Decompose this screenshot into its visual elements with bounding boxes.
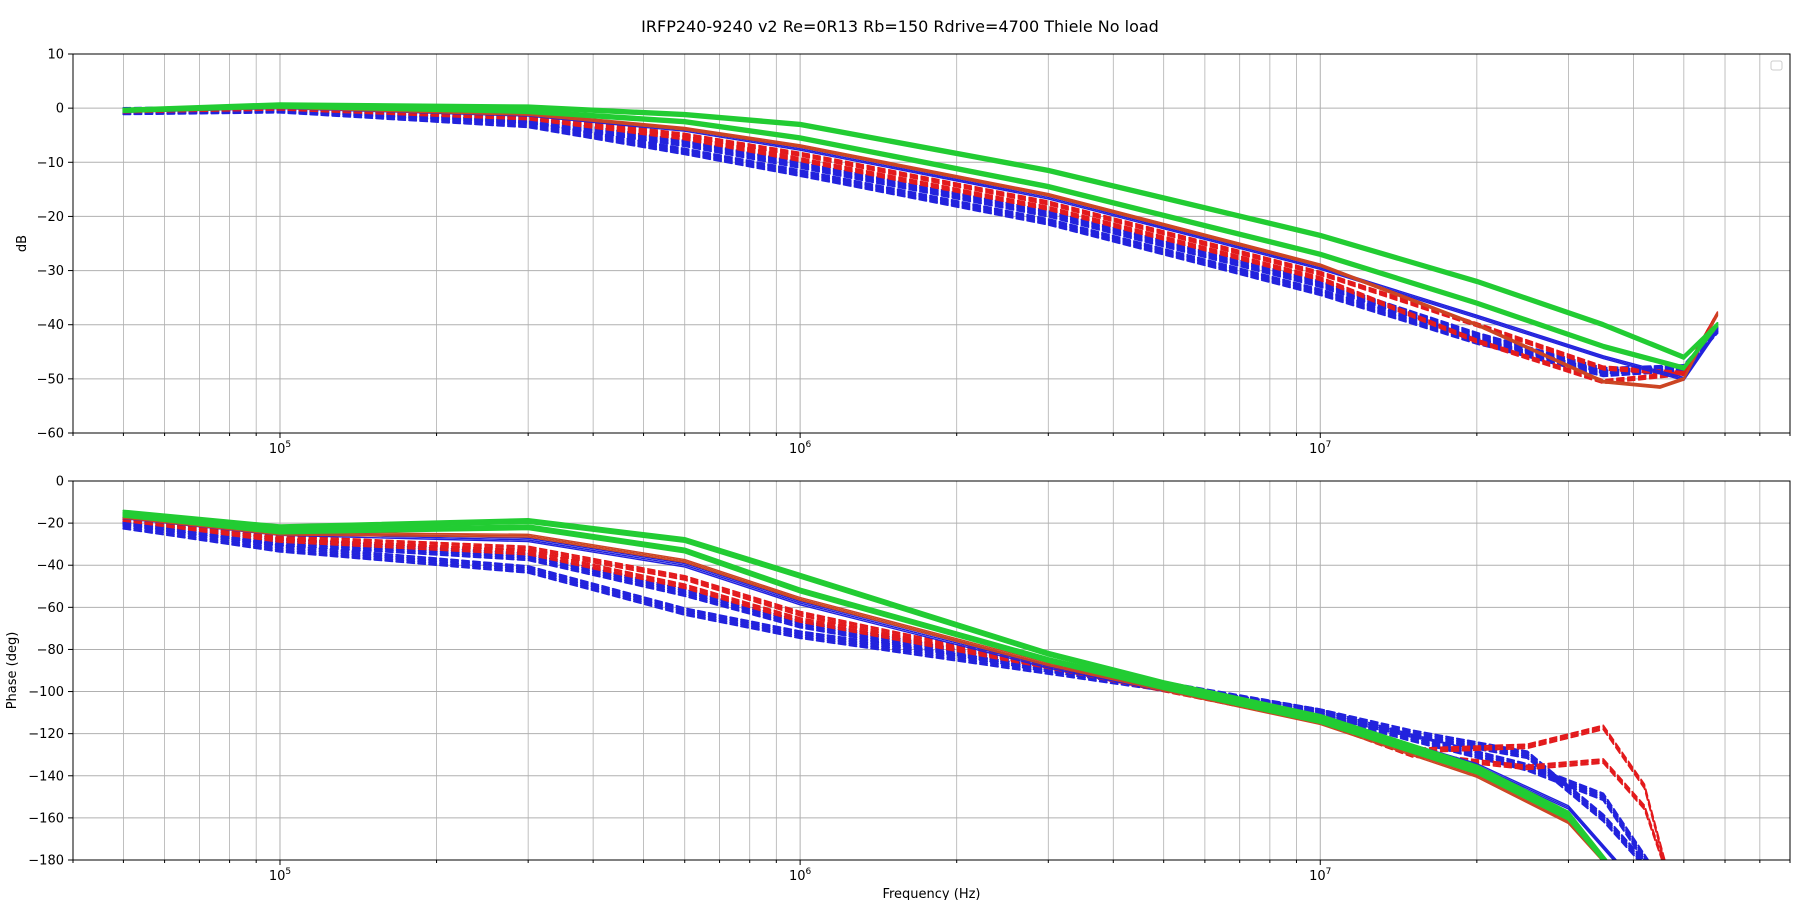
- x-tick-label: 105: [269, 440, 291, 457]
- series-line-blue-dashed: [122, 523, 1645, 860]
- series-line-green-solid: [122, 104, 1719, 359]
- x-tick-label-exponent: 5: [285, 867, 291, 877]
- y-tick-label: −20: [37, 517, 64, 532]
- series-line-blue-solid: [122, 516, 1616, 860]
- series-line-green-solid: [122, 105, 1719, 370]
- x-tick-label-exponent: 5: [285, 440, 291, 450]
- axes-frame: [72, 53, 1791, 434]
- series-line-blue-dashed: [122, 525, 1641, 860]
- figure-title: IRFP240-9240 v2 Re=0R13 Rb=150 Rdrive=47…: [641, 17, 1159, 36]
- series-line-green-solid: [122, 511, 1607, 860]
- series-line-blue-dashed: [122, 110, 1719, 375]
- y-tick-label: −40: [37, 318, 64, 333]
- x-tick-label-exponent: 6: [806, 440, 812, 450]
- series-line-red-dashed: [122, 516, 1665, 860]
- y-tick-label: −180: [28, 854, 64, 869]
- y-tick-label: −120: [28, 727, 64, 742]
- series-line-blue-dashed: [122, 518, 1649, 860]
- series-line-red-solid: [122, 107, 1719, 389]
- series-line-red-solid: [122, 517, 1603, 860]
- x-tick-label: 106: [789, 867, 812, 884]
- y-axis-title: dB: [15, 235, 30, 252]
- x-tick-label: 105: [269, 867, 291, 884]
- series-line-blue-dashed: [122, 522, 1644, 860]
- series-line-green-solid: [122, 105, 1719, 360]
- series-line-red-solid: [122, 516, 1604, 860]
- y-tick-label: −30: [37, 264, 64, 279]
- series-line-blue-dashed: [122, 524, 1643, 860]
- y-tick-label: −20: [37, 210, 64, 225]
- series-line-green-solid: [122, 106, 1719, 371]
- y-tick-label: −140: [28, 769, 64, 784]
- x-tick-label-base: 10: [789, 869, 806, 884]
- x-tick-label-base: 10: [269, 442, 286, 457]
- data-lines: [122, 102, 1719, 389]
- x-tick-label: 106: [789, 440, 812, 457]
- y-axis-title: Phase (deg): [5, 632, 20, 710]
- y-tick-label: −40: [37, 559, 64, 574]
- series-line-green-solid: [122, 103, 1719, 358]
- series-line-red-dashed: [122, 108, 1719, 376]
- y-tick-label: −100: [28, 685, 64, 700]
- series-line-blue-dashed: [122, 109, 1719, 374]
- x-tick-label: 107: [1309, 867, 1331, 884]
- x-axis-title: Frequency (Hz): [882, 887, 980, 900]
- series-line-blue-dashed: [122, 521, 1646, 860]
- series-line-blue-dashed: [122, 111, 1719, 378]
- legend-box: [1770, 60, 1783, 71]
- x-tick-label-exponent: 6: [806, 867, 812, 877]
- data-lines: [122, 509, 1666, 860]
- y-tick-label: −160: [28, 811, 64, 826]
- y-tick-label: −80: [37, 643, 64, 658]
- y-tick-label: 0: [56, 102, 64, 117]
- series-line-red-dashed: [122, 520, 1663, 860]
- series-line-green-solid: [122, 515, 1604, 860]
- x-tick-label-exponent: 7: [1326, 867, 1332, 877]
- series-line-green-solid: [122, 509, 1608, 860]
- series-line-red-solid: [122, 514, 1605, 860]
- series-line-green-solid: [122, 511, 1607, 860]
- series-line-blue-dashed: [122, 110, 1719, 376]
- series-line-blue-dashed: [122, 516, 1650, 860]
- axes-frame: [72, 480, 1791, 861]
- x-tick-label-base: 10: [789, 442, 806, 457]
- series-line-blue-dashed: [122, 520, 1646, 860]
- series-line-green-solid: [122, 513, 1606, 860]
- y-tick-label: −60: [37, 427, 64, 442]
- series-line-green-solid: [122, 514, 1605, 860]
- x-tick-label-base: 10: [269, 869, 286, 884]
- series-line-blue-dashed: [122, 520, 1648, 860]
- series-line-green-solid: [122, 102, 1719, 357]
- x-tick-label-exponent: 7: [1326, 440, 1332, 450]
- series-line-red-dashed: [122, 518, 1665, 860]
- y-tick-label: −50: [37, 372, 64, 387]
- x-tick-label-base: 10: [1309, 869, 1326, 884]
- series-line-green-solid: [122, 512, 1606, 860]
- series-line-red-dashed: [122, 517, 1664, 860]
- x-tick-label-base: 10: [1309, 442, 1326, 457]
- y-tick-label: −10: [37, 156, 64, 171]
- x-tick-label: 107: [1309, 440, 1331, 457]
- series-line-red-dashed: [122, 516, 1666, 860]
- series-line-blue-solid: [122, 517, 1615, 860]
- series-line-red-dashed: [122, 517, 1666, 860]
- y-tick-label: 10: [47, 48, 64, 63]
- series-line-blue-dashed: [122, 527, 1640, 860]
- series-line-blue-solid: [122, 514, 1618, 860]
- series-line-red-dashed: [122, 520, 1665, 860]
- series-line-red-dashed: [122, 518, 1664, 860]
- series-line-green-solid: [122, 513, 1605, 860]
- y-tick-label: 0: [56, 475, 64, 490]
- y-tick-label: −60: [37, 601, 64, 616]
- series-line-red-dashed: [122, 109, 1719, 385]
